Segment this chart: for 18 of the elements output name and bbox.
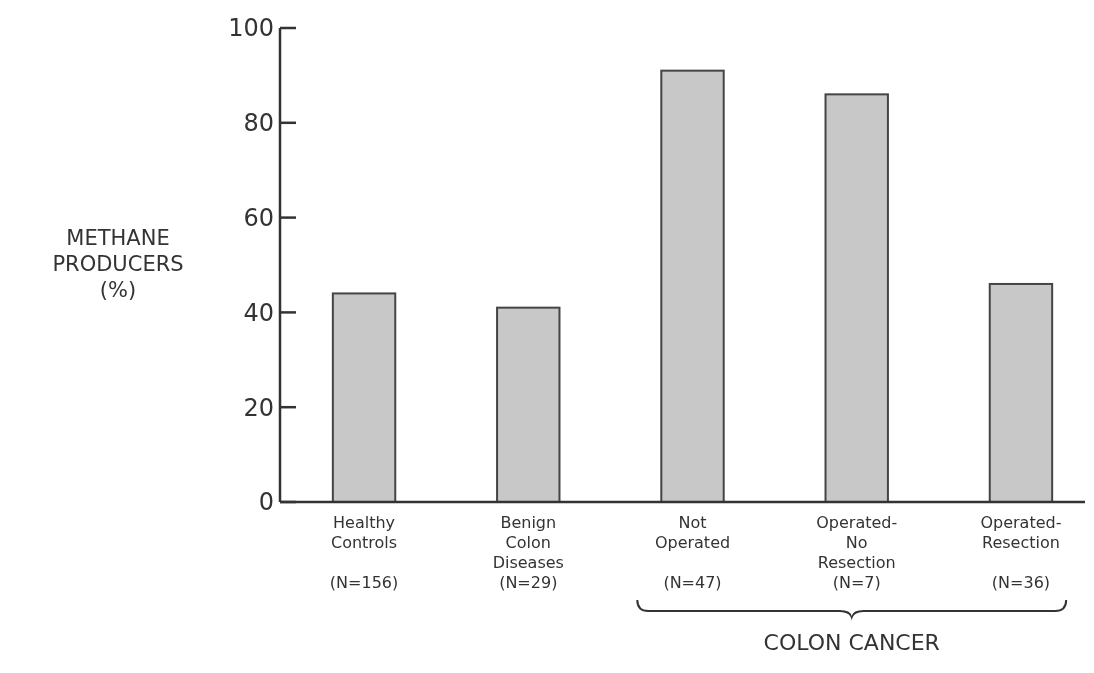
bar (988, 282, 1054, 503)
y-tick-label: 40 (243, 298, 274, 327)
y-tick-label: 100 (228, 14, 274, 43)
category-label: Not Operated (N=47) (654, 513, 731, 592)
bar (824, 93, 889, 503)
x-tick-label: Benign Colon Diseases (N=29) (492, 513, 564, 592)
y-axis-title: METHANE PRODUCERS (%) (52, 226, 184, 302)
bar (331, 292, 397, 503)
text: COLON CANCER (763, 630, 940, 655)
y-tick-label: 60 (243, 204, 274, 232)
bar (660, 69, 725, 503)
y-tick-label: 80 (243, 109, 274, 138)
category-label: Operated- Resection (N=36) (980, 513, 1062, 592)
category-label: Healthy Controls (N=156) (329, 513, 399, 592)
y-tick-label: 0 (258, 488, 274, 517)
y-tick-label: 20 (243, 393, 274, 422)
x-tick-label: Operated- No Resection (N=7) (816, 513, 898, 592)
bar (496, 306, 561, 503)
